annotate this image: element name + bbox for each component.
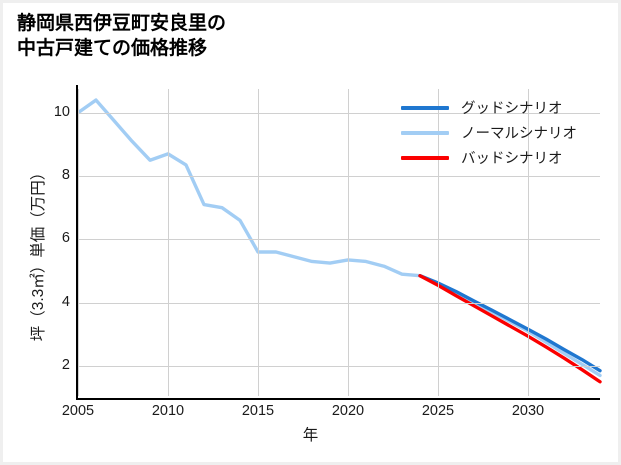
y-tick-label: 4 (61, 293, 70, 310)
gridline-vertical (78, 89, 79, 396)
gridline-vertical (438, 89, 439, 396)
x-tick-label: 2025 (421, 403, 455, 419)
gridline-vertical (348, 89, 349, 396)
legend-label: ノーマルシナリオ (461, 126, 577, 142)
x-tick-label: 2030 (511, 403, 545, 419)
y-tick-label: 8 (61, 167, 70, 184)
y-axis-label: 坪（3.3㎡）単価（万円） (25, 103, 49, 403)
gridline-horizontal (78, 302, 600, 304)
gridline-horizontal (78, 239, 600, 241)
x-tick-label: 2010 (151, 403, 185, 419)
legend-label: バッドシナリオ (461, 151, 563, 167)
y-tick-label: 2 (61, 356, 70, 373)
series-line (418, 274, 602, 373)
x-axis-label: 年 (302, 427, 319, 444)
gridline-vertical (258, 89, 259, 396)
x-tick-label: 2015 (241, 403, 275, 419)
gridline-vertical (168, 89, 169, 396)
y-tick-label: 6 (61, 230, 70, 247)
x-tick-label: 2020 (331, 403, 365, 419)
legend-label: グッドシナリオ (461, 101, 563, 117)
legend-color-swatch (401, 155, 449, 160)
y-tick-label: 10 (53, 103, 70, 120)
gridline-horizontal (78, 176, 600, 178)
y-axis-spine (76, 85, 78, 400)
series-line (418, 274, 602, 384)
legend-color-swatch (401, 105, 449, 110)
chart-lines (76, 98, 602, 384)
gridline-horizontal (78, 365, 600, 367)
y-axis-label-text: 坪（3.3㎡）単価（万円） (30, 164, 47, 342)
gridline-horizontal (78, 112, 600, 114)
legend-item[interactable]: バッドシナリオ (401, 145, 616, 170)
x-tick-label: 2005 (61, 403, 95, 419)
chart-title: 静岡県西伊豆町安良里の 中古戸建ての価格推移 (17, 13, 227, 60)
legend-item[interactable]: ノーマルシナリオ (401, 120, 616, 145)
chart-legend: グッドシナリオ ノーマルシナリオ バッドシナリオ (401, 95, 616, 170)
legend-item[interactable]: グッドシナリオ (401, 95, 616, 120)
plot-area (76, 89, 602, 396)
x-axis-spine (76, 398, 600, 400)
legend-color-swatch (401, 130, 449, 135)
gridline-vertical (528, 89, 529, 396)
